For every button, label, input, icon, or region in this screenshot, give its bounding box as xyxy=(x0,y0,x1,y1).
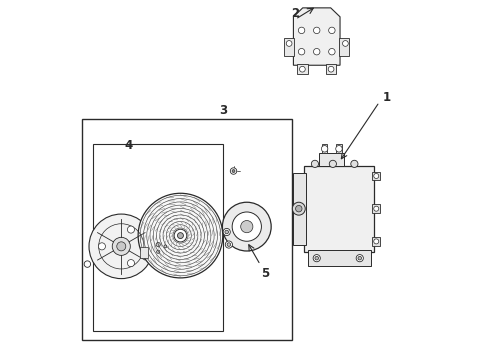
Bar xyxy=(339,38,349,55)
Text: 5: 5 xyxy=(261,267,269,280)
Circle shape xyxy=(295,206,302,212)
Bar xyxy=(322,144,327,153)
Circle shape xyxy=(293,202,305,215)
Circle shape xyxy=(286,41,292,46)
Bar xyxy=(372,204,380,213)
Circle shape xyxy=(351,160,358,167)
Circle shape xyxy=(315,256,318,260)
Ellipse shape xyxy=(127,226,135,233)
Circle shape xyxy=(374,206,379,211)
Circle shape xyxy=(329,27,335,33)
Bar xyxy=(308,250,370,266)
Circle shape xyxy=(241,221,253,233)
Circle shape xyxy=(356,255,364,262)
Circle shape xyxy=(225,230,228,234)
Bar xyxy=(304,166,374,252)
Circle shape xyxy=(174,229,187,242)
Circle shape xyxy=(230,168,237,174)
Circle shape xyxy=(157,250,160,253)
Circle shape xyxy=(374,174,379,179)
Circle shape xyxy=(177,233,183,239)
Circle shape xyxy=(225,241,232,248)
Text: 3: 3 xyxy=(220,104,227,117)
Polygon shape xyxy=(294,8,340,65)
Circle shape xyxy=(374,239,379,244)
Circle shape xyxy=(227,243,231,246)
Circle shape xyxy=(313,255,320,262)
Text: 4: 4 xyxy=(124,139,133,152)
Circle shape xyxy=(328,66,334,72)
Bar xyxy=(140,247,148,258)
Bar xyxy=(372,172,380,180)
Circle shape xyxy=(84,261,91,267)
Circle shape xyxy=(223,228,230,235)
Bar xyxy=(372,237,380,246)
Circle shape xyxy=(232,212,262,241)
Bar xyxy=(93,144,223,330)
Text: 1: 1 xyxy=(383,91,391,104)
Circle shape xyxy=(343,41,348,46)
Circle shape xyxy=(358,256,362,260)
Text: 2: 2 xyxy=(291,7,299,20)
Bar xyxy=(326,64,337,74)
Ellipse shape xyxy=(127,260,135,267)
Circle shape xyxy=(298,49,305,55)
Circle shape xyxy=(298,27,305,33)
Circle shape xyxy=(314,49,320,55)
Bar xyxy=(294,173,306,244)
Circle shape xyxy=(314,27,320,33)
Circle shape xyxy=(117,242,126,251)
Circle shape xyxy=(89,214,153,279)
Circle shape xyxy=(138,193,223,278)
Circle shape xyxy=(299,66,305,72)
Circle shape xyxy=(222,202,271,251)
Circle shape xyxy=(329,160,337,167)
Circle shape xyxy=(164,245,167,248)
Circle shape xyxy=(153,240,163,249)
Circle shape xyxy=(311,160,318,167)
Circle shape xyxy=(112,237,130,255)
Circle shape xyxy=(336,145,342,152)
Bar xyxy=(285,38,294,55)
Circle shape xyxy=(162,243,169,249)
Circle shape xyxy=(156,242,160,247)
Circle shape xyxy=(232,170,235,172)
Circle shape xyxy=(329,49,335,55)
Bar xyxy=(337,144,342,153)
Circle shape xyxy=(321,145,328,152)
Circle shape xyxy=(155,248,162,255)
Bar xyxy=(297,64,308,74)
Ellipse shape xyxy=(98,243,105,250)
Bar xyxy=(318,153,343,166)
Bar xyxy=(82,119,292,339)
